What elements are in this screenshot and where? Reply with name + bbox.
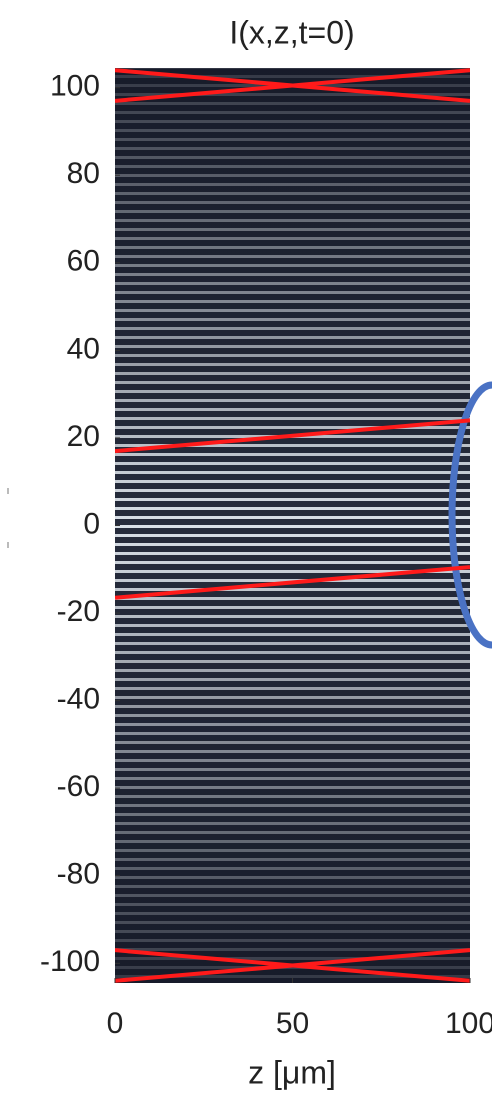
- y-tick-label: 60: [67, 245, 100, 278]
- x-tick-label: 0: [107, 1007, 124, 1040]
- intensity-image: [115, 68, 470, 983]
- chart: I(x,z,t=0) z [μm] -100 -80 -60 -40 -20 0 20 40 6…: [0, 0, 492, 1104]
- page: {"chart_data": {"type": "line", "title":…: [0, 0, 492, 1104]
- x-axis-label: z [μm]: [248, 1054, 336, 1090]
- y-tick-label: -20: [57, 595, 100, 628]
- y-tick-label: 20: [67, 420, 100, 453]
- y-tick-label: -60: [57, 770, 100, 803]
- y-tick-label: 0: [83, 507, 100, 540]
- x-tick-label: 100: [445, 1007, 492, 1040]
- y-tick-label: 40: [67, 332, 100, 365]
- x-tick-label: 50: [276, 1007, 309, 1040]
- y-tick-label: -100: [40, 945, 100, 978]
- y-tick-label: -80: [57, 858, 100, 891]
- y-tick-label: -40: [57, 683, 100, 716]
- chart-title: I(x,z,t=0): [229, 14, 354, 50]
- y-tick-label: 100: [50, 70, 100, 103]
- y-tick-label: 80: [67, 157, 100, 190]
